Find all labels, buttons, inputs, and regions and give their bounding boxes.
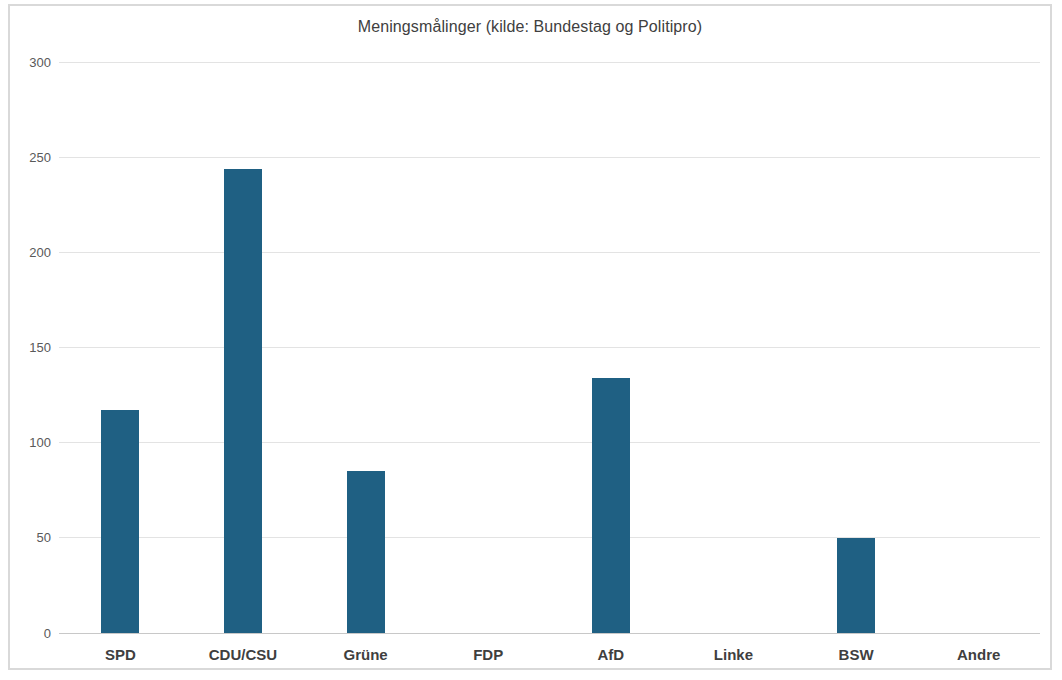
- category-label: FDP: [427, 646, 550, 663]
- y-tick-label: 200: [13, 246, 51, 259]
- bar-gr-ne: [347, 471, 385, 633]
- y-tick-label: 300: [13, 56, 51, 69]
- y-tick-label: 150: [13, 341, 51, 354]
- category-label: AfD: [550, 646, 673, 663]
- gridline: [59, 442, 1040, 443]
- gridline: [59, 252, 1040, 253]
- category-label: Andre: [917, 646, 1040, 663]
- category-label: BSW: [795, 646, 918, 663]
- bar-bsw: [837, 538, 875, 633]
- category-label: CDU/CSU: [182, 646, 305, 663]
- gridline: [59, 537, 1040, 538]
- chart-title: Meningsmålinger (kilde: Bundestag og Pol…: [10, 18, 1050, 36]
- gridline: [59, 347, 1040, 348]
- category-label: Linke: [672, 646, 795, 663]
- y-tick-label: 100: [13, 436, 51, 449]
- bar-cdu-csu: [224, 169, 262, 633]
- bar-spd: [101, 410, 139, 633]
- chart-frame: Meningsmålinger (kilde: Bundestag og Pol…: [8, 4, 1052, 670]
- bar-afd: [592, 378, 630, 633]
- y-tick-label: 50: [13, 531, 51, 544]
- y-tick-label: 0: [13, 627, 51, 640]
- plot-area: 050100150200250300SPDCDU/CSUGrüneFDPAfDL…: [59, 62, 1040, 633]
- chart-canvas: Meningsmålinger (kilde: Bundestag og Pol…: [0, 0, 1062, 680]
- y-tick-label: 250: [13, 151, 51, 164]
- gridline: [59, 157, 1040, 158]
- category-label: SPD: [59, 646, 182, 663]
- gridline: [59, 62, 1040, 63]
- category-label: Grüne: [304, 646, 427, 663]
- x-axis-line: [59, 633, 1040, 634]
